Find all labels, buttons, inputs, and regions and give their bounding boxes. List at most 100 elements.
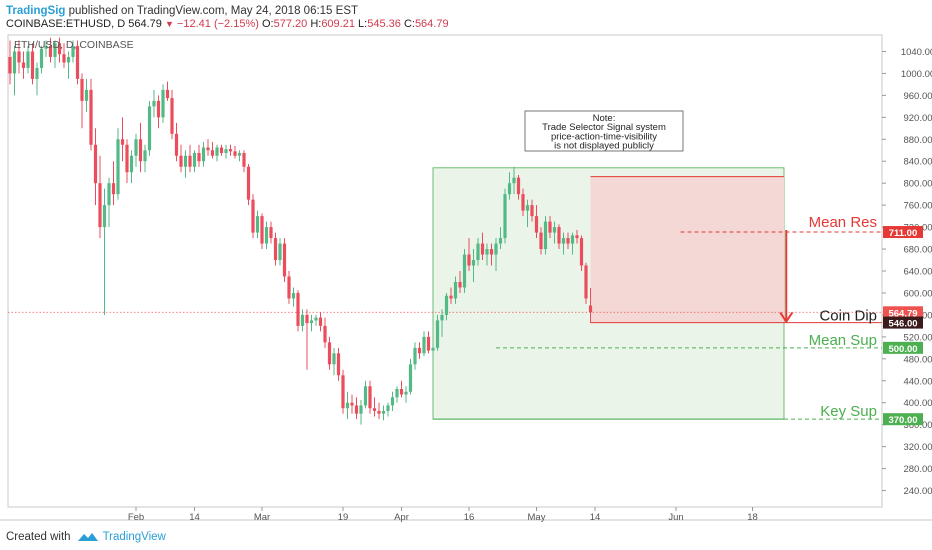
- tradingview-logo[interactable]: TradingView: [77, 531, 166, 543]
- down-arrow-icon: ▼: [164, 19, 174, 29]
- x-tick-label: 18: [747, 512, 758, 523]
- candle-body: [498, 238, 503, 244]
- candle-body: [269, 227, 273, 239]
- candle-body: [350, 402, 354, 406]
- y-tick-label: 520.00: [903, 332, 932, 343]
- chart-title: ETH/USD, D, COINBASE: [14, 39, 134, 51]
- down-arrow-head: [779, 312, 794, 324]
- x-tick-label: 16: [464, 512, 475, 523]
- candle-body: [507, 183, 512, 195]
- last-price-badge: [883, 306, 923, 319]
- candle-body: [237, 153, 242, 156]
- y-tick-label: 680.00: [903, 245, 932, 256]
- candle-body: [251, 199, 255, 233]
- candle-body: [588, 305, 593, 313]
- note-line: price-action-time-visibility: [551, 131, 657, 142]
- y-tick-label: 1040.00: [901, 47, 932, 58]
- candle-body: [206, 147, 210, 151]
- candle-body: [458, 281, 462, 288]
- key-sup-badge: [883, 413, 923, 426]
- x-tick-label: 19: [338, 512, 349, 523]
- candle-body: [300, 314, 305, 326]
- candle-body: [210, 150, 215, 156]
- note-line: is not displayed publicly: [554, 141, 654, 152]
- candle-body: [197, 153, 201, 162]
- candle-body: [75, 45, 80, 79]
- candle-body: [435, 320, 440, 348]
- candle-body: [89, 89, 93, 145]
- candle-body: [467, 254, 471, 266]
- candle-body: [39, 48, 44, 68]
- candle-body: [215, 147, 219, 156]
- candle-body: [354, 405, 359, 414]
- candle-body: [552, 227, 557, 233]
- candle-body: [179, 155, 183, 167]
- candle-body: [111, 183, 116, 195]
- close-label: C:: [403, 18, 415, 30]
- candle-body: [242, 153, 246, 167]
- candle-body: [71, 45, 75, 57]
- candle-body: [120, 139, 125, 145]
- key-sup-badge-text: 370.00: [888, 415, 917, 426]
- candle-body: [107, 183, 111, 206]
- level-label: Mean Res: [809, 214, 877, 231]
- candle-body: [62, 54, 66, 63]
- candle-body: [422, 336, 426, 354]
- y-tick-label: 800.00: [903, 179, 932, 190]
- candle-body: [372, 408, 377, 411]
- candle-body: [543, 221, 548, 250]
- candle-body: [156, 100, 161, 118]
- red-zone-box: [590, 176, 784, 323]
- candle-body: [512, 177, 516, 184]
- candle-body: [170, 98, 174, 134]
- candle-body: [134, 139, 138, 156]
- candle-body: [417, 347, 422, 354]
- candle-body: [233, 151, 237, 156]
- candle-body: [219, 147, 224, 153]
- x-tick-label: Apr: [394, 512, 409, 523]
- high-label: H:: [310, 18, 322, 30]
- candle-body: [21, 62, 26, 68]
- created-with-text: Created with: [6, 531, 71, 543]
- candle-body: [278, 243, 282, 261]
- candle-body: [341, 375, 345, 409]
- mean-res-badge-text: 711.00: [889, 228, 918, 239]
- candle-body: [125, 144, 129, 173]
- candle-body: [17, 51, 21, 63]
- candle-body: [489, 249, 494, 255]
- candle-body: [246, 166, 251, 200]
- candle-body: [363, 386, 368, 406]
- close-ohlc-value: 564.79: [414, 18, 449, 30]
- coin-dip-badge: [883, 316, 923, 329]
- candle-body: [561, 238, 566, 244]
- candle-body: [66, 56, 71, 63]
- candle-body: [53, 43, 57, 57]
- candle-body: [503, 194, 507, 239]
- candle-body: [386, 405, 390, 411]
- candle-body: [359, 405, 363, 414]
- open-label: O:: [261, 18, 274, 30]
- publish-info: TradingSig published on TradingView.com,…: [6, 5, 358, 17]
- candle-body: [327, 342, 332, 365]
- candle-body: [381, 410, 386, 414]
- candle-body: [147, 106, 152, 151]
- candle-body: [395, 389, 399, 398]
- coin-dip-badge-text: 546.00: [888, 319, 917, 330]
- candle-body: [579, 238, 584, 266]
- candle-body: [390, 397, 395, 406]
- candle-body: [548, 221, 552, 233]
- candle-body: [287, 276, 291, 299]
- author-link[interactable]: TradingSig: [6, 5, 66, 17]
- publish-text: published on TradingView.com, May 24, 20…: [68, 5, 359, 17]
- y-tick-label: 440.00: [903, 376, 932, 387]
- candle-body: [188, 155, 192, 167]
- low-label: L:: [358, 18, 368, 30]
- note-line: Trade Selector Signal system: [542, 122, 666, 133]
- level-label: Key Sup: [820, 403, 877, 420]
- candle-body: [102, 205, 107, 228]
- candle-body: [228, 149, 233, 152]
- level-label: Coin Dip: [819, 308, 877, 325]
- candle-body: [264, 227, 269, 244]
- x-tick-label: 14: [590, 512, 601, 523]
